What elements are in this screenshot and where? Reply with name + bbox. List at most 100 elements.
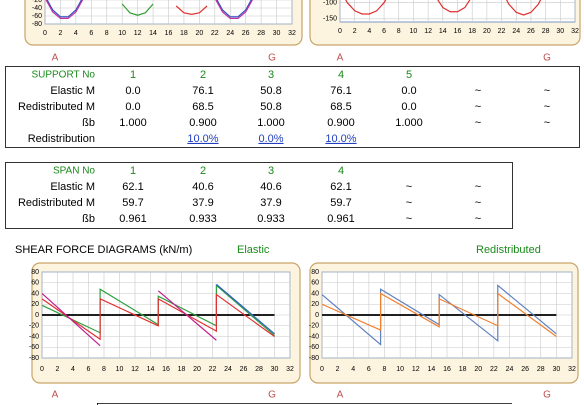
x-tick-label: 24 [506, 366, 514, 373]
series-line [157, 290, 217, 341]
x-tick-label: 4 [74, 30, 78, 37]
row-label: Redistributed M [18, 101, 95, 113]
x-tick-label: 2 [58, 30, 62, 37]
x-tick-label: 4 [351, 366, 355, 373]
x-tick-label: 20 [474, 366, 482, 373]
x-tick-label: 22 [490, 366, 498, 373]
x-tick-label: 30 [556, 28, 564, 35]
cell: ~ [544, 85, 550, 97]
y-tick-label: 20 [31, 301, 39, 308]
table-header: SPAN No [53, 166, 95, 177]
y-tick-label: 20 [311, 301, 319, 308]
x-tick-label: 18 [178, 366, 186, 373]
y-tick-label: -20 [29, 323, 39, 330]
x-tick-label: 24 [512, 28, 520, 35]
table-header: SUPPORT No [31, 70, 95, 81]
x-tick-label: 30 [552, 366, 560, 373]
y-tick-label: 60 [31, 280, 39, 287]
y-tick-label: 40 [31, 290, 39, 297]
row-label: Elastic M [50, 85, 95, 97]
x-tick-label: 30 [271, 366, 279, 373]
row-label: Redistributed M [18, 197, 95, 209]
cell: 1.000 [119, 117, 147, 129]
column-number: 2 [200, 165, 206, 177]
cell: 0.0 [401, 101, 416, 113]
series-line [42, 293, 101, 347]
x-tick-label: 16 [443, 366, 451, 373]
x-tick-label: 18 [180, 30, 188, 37]
cell: 76.1 [192, 85, 213, 97]
x-tick-label: 12 [131, 366, 139, 373]
cell: ~ [475, 213, 481, 225]
y-tick-label: 80 [311, 269, 319, 276]
y-tick-label: 60 [311, 280, 319, 287]
x-tick-label: 20 [193, 366, 201, 373]
cell: 40.6 [192, 181, 213, 193]
cell: 0.961 [119, 213, 147, 225]
column-number: 1 [130, 69, 136, 81]
cell: ~ [544, 117, 550, 129]
y-tick-label: 0 [35, 312, 39, 319]
x-tick-label: 6 [87, 366, 91, 373]
cell: 62.1 [330, 181, 351, 193]
y-tick-label: -20 [309, 323, 319, 330]
column-number: 4 [338, 69, 344, 81]
cell: 1.000 [395, 117, 423, 129]
x-tick-label: 8 [397, 28, 401, 35]
x-tick-label: 16 [454, 28, 462, 35]
x-tick-label: 10 [396, 366, 404, 373]
column-number: 5 [406, 69, 412, 81]
y-tick-label: 0 [315, 312, 319, 319]
cell: ~ [475, 181, 481, 193]
series-line [216, 0, 252, 18]
redistributed-label: Redistributed [476, 244, 541, 256]
y-tick-label: -60 [309, 344, 319, 351]
x-tick-label: 28 [542, 28, 550, 35]
support-marker: G [543, 390, 551, 401]
cell: 50.8 [260, 85, 281, 97]
row-label: Redistribution [28, 133, 95, 145]
column-number: 2 [200, 69, 206, 81]
support-marker: A [337, 53, 344, 64]
support-marker: G [268, 53, 276, 64]
x-tick-label: 10 [118, 30, 126, 37]
x-tick-label: 12 [412, 366, 420, 373]
series-line [46, 0, 83, 18]
x-tick-label: 10 [116, 366, 124, 373]
x-tick-label: 14 [149, 30, 157, 37]
support-marker: A [52, 390, 59, 401]
shear-title: SHEAR FORCE DIAGRAMS (kN/m) [15, 244, 192, 256]
column-number: 3 [268, 165, 274, 177]
x-tick-label: 26 [521, 366, 529, 373]
x-tick-label: 32 [568, 366, 576, 373]
x-tick-label: 0 [338, 28, 342, 35]
x-tick-label: 22 [209, 366, 217, 373]
x-tick-label: 4 [71, 366, 75, 373]
y-tick-label: -40 [29, 333, 39, 340]
cell: ~ [475, 101, 481, 113]
x-tick-label: 14 [147, 366, 155, 373]
x-tick-label: 26 [242, 30, 250, 37]
cell: 0.0 [125, 85, 140, 97]
x-tick-label: 32 [288, 30, 296, 37]
x-tick-label: 28 [537, 366, 545, 373]
y-tick-label: -40 [32, 5, 42, 12]
support-marker: G [268, 390, 276, 401]
series-line [322, 292, 557, 337]
x-tick-label: 2 [56, 366, 60, 373]
x-tick-label: 10 [410, 28, 418, 35]
x-tick-label: 0 [40, 366, 44, 373]
y-tick-label: -80 [29, 355, 39, 362]
cell: ~ [475, 117, 481, 129]
cell: 1.000 [257, 117, 285, 129]
x-tick-label: 22 [498, 28, 506, 35]
cell: 37.9 [260, 197, 281, 209]
column-number: 3 [268, 69, 274, 81]
cell: ~ [475, 85, 481, 97]
cell: ~ [544, 101, 550, 113]
x-tick-label: 4 [367, 28, 371, 35]
y-tick-label: -100 [323, 0, 337, 7]
series-line [45, 0, 84, 19]
cell: 62.1 [122, 181, 143, 193]
